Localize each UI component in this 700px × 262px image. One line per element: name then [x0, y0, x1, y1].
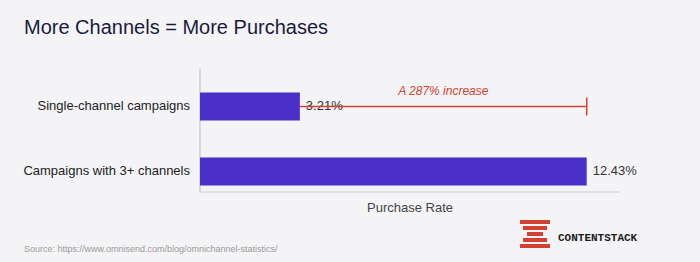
logo: CONTENTSTACK — [520, 220, 638, 248]
chart-container: More Channels = More Purchases Single-cha… — [0, 0, 700, 262]
annotation-bracket — [300, 98, 587, 116]
background — [0, 0, 700, 262]
data-label: 12.43% — [593, 163, 638, 178]
title: More Channels = More Purchases — [24, 16, 328, 38]
logo-icon — [527, 232, 543, 236]
x-axis-line — [200, 192, 620, 193]
chart: More Channels = More Purchases Single-cha… — [0, 0, 700, 262]
bracket-end — [586, 98, 588, 116]
logo-icon — [520, 244, 550, 248]
data-label: 3.21% — [306, 98, 343, 113]
logo-icon — [520, 220, 550, 224]
source: Source: https://www.omnisend.com/blog/om… — [24, 244, 278, 254]
category-label: Single-channel campaigns — [38, 98, 191, 113]
annotation: A 287% increase — [397, 84, 489, 98]
bars — [200, 93, 587, 186]
logo-icon — [523, 226, 547, 230]
category-label: Campaigns with 3+ channels — [23, 163, 190, 178]
bar — [200, 93, 300, 121]
logo-text: CONTENTSTACK — [558, 232, 638, 244]
logo-icon — [523, 238, 547, 242]
bar — [200, 158, 587, 186]
x-axis-label: Purchase Rate — [367, 200, 453, 215]
bracket-line — [300, 106, 587, 108]
